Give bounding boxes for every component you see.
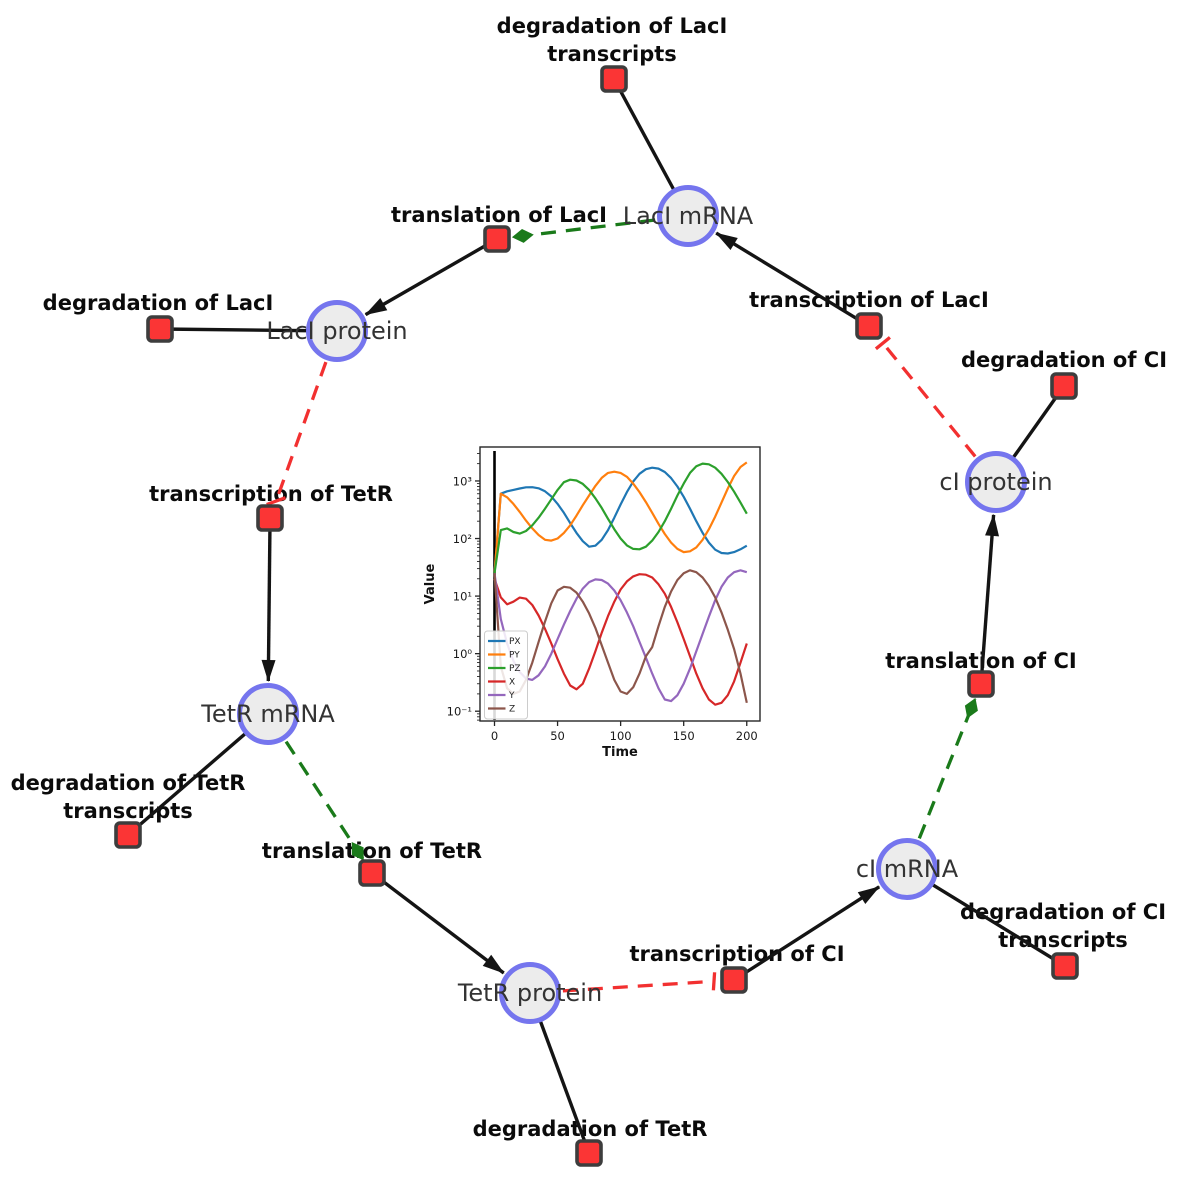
- label-translation-laci: translation of LacI: [391, 203, 607, 227]
- species-labels: LacI mRNA LacI protein TetR mRNA TetR pr…: [200, 202, 1052, 1007]
- reaction-node-transcription-laci: [855, 312, 883, 340]
- chart-y-label: Value: [423, 563, 438, 604]
- label-laci-mrna: LacI mRNA: [623, 202, 754, 230]
- edge-transcription-ci-to-ci-mrna: [743, 885, 881, 975]
- tbar-transcription-laci: [874, 336, 891, 351]
- chart-legend-label-PX: PX: [509, 637, 521, 647]
- edge-tetr-protein-represses-transcription-ci: [562, 979, 715, 993]
- chart-x-tick-label: 150: [673, 729, 695, 743]
- species-node-laci-mrna: [657, 185, 719, 247]
- chart-line-PY: [493, 461, 748, 574]
- chart-legend-label-X: X: [509, 678, 515, 688]
- tbar-transcription-ci: [711, 972, 717, 991]
- label-tetr-protein: TetR protein: [457, 979, 602, 1007]
- label-degradation-laci-transcripts-1: degradation of LacI: [497, 14, 728, 38]
- chart-y-tick-label: 10¹: [453, 590, 472, 604]
- label-degradation-tetr-transcripts-2: transcripts: [63, 799, 193, 823]
- reaction-node-degradation-laci: [146, 315, 174, 343]
- chart-y-tick-label: 10³: [453, 474, 473, 488]
- edge-laci-protein-represses-transcription-tetr: [274, 361, 328, 502]
- reaction-node-degradation-ci: [1050, 372, 1078, 400]
- species-node-ci-mrna: [876, 838, 938, 900]
- chart-line-X: [493, 573, 748, 706]
- species-node-ci-protein: [965, 451, 1027, 513]
- label-transcription-ci: transcription of CI: [629, 942, 844, 966]
- label-transcription-laci: transcription of LacI: [749, 288, 989, 312]
- reaction-labels: degradation of LacI transcripts translat…: [11, 14, 1167, 1141]
- chart-legend-box: [484, 630, 528, 720]
- chart-line-Z: [493, 569, 748, 704]
- tbar-transcription-tetr: [266, 496, 287, 507]
- chart-legend-label-PY: PY: [509, 651, 520, 661]
- chart-legend-label-Z: Z: [509, 705, 515, 715]
- label-degradation-laci: degradation of LacI: [43, 291, 274, 315]
- reaction-node-degradation-tetr: [575, 1139, 603, 1167]
- chart-x-label: Time: [602, 745, 638, 760]
- label-translation-tetr: translation of TetR: [262, 839, 482, 863]
- inset-chart: 10³ 10² 10¹ 10⁰ 10⁻¹ 0 50 100 150 200 Time Value PX P…: [423, 446, 761, 760]
- nodes: [114, 65, 1079, 1167]
- reaction-node-transcription-tetr: [256, 504, 284, 532]
- reaction-node-degradation-tetr-transcripts: [114, 821, 142, 849]
- species-node-tetr-protein: [499, 962, 561, 1024]
- chart-x-tick-label: 0: [491, 729, 498, 743]
- edge-translation-ci-to-ci-protein: [980, 513, 1000, 672]
- label-ci-protein: cI protein: [939, 468, 1052, 496]
- label-degradation-ci-transcripts-1: degradation of CI: [960, 900, 1166, 924]
- chart-x-tick-label: 200: [736, 729, 758, 743]
- chart-y-tick-label: 10⁻¹: [447, 705, 472, 719]
- reaction-node-translation-tetr: [358, 859, 386, 887]
- label-degradation-tetr: degradation of TetR: [473, 1117, 708, 1141]
- edge-transcription-laci-to-laci-mrna: [715, 231, 859, 321]
- edge-translation-laci-to-laci-protein: [364, 244, 487, 317]
- edges: [126, 78, 1066, 1154]
- chart-line-PX: [493, 466, 748, 574]
- reaction-node-degradation-ci-transcripts: [1051, 952, 1079, 980]
- label-laci-protein: LacI protein: [266, 317, 407, 345]
- label-ci-mrna: cI mRNA: [856, 855, 959, 883]
- label-tetr-mrna: TetR mRNA: [200, 700, 335, 728]
- chart-line-PZ: [493, 462, 748, 574]
- reaction-node-degradation-laci-transcripts: [600, 65, 628, 93]
- label-degradation-ci-transcripts-2: transcripts: [998, 928, 1128, 952]
- reaction-node-translation-ci: [967, 670, 995, 698]
- edge-ci-mrna-activates-translation: [917, 697, 978, 840]
- chart-line-Y: [493, 569, 748, 703]
- edge-translation-tetr-to-tetr-protein: [381, 879, 505, 975]
- label-degradation-ci: degradation of CI: [961, 348, 1167, 372]
- reaction-node-transcription-ci: [720, 966, 748, 994]
- chart-y-tick-label: 10⁰: [453, 647, 473, 661]
- species-node-tetr-mrna: [237, 683, 299, 745]
- chart-x-tick-label: 100: [610, 729, 632, 743]
- chart-x-tick-label: 50: [550, 729, 565, 743]
- chart-legend-label-PZ: PZ: [509, 664, 521, 674]
- chart-y-tick-label: 10²: [453, 532, 472, 546]
- label-degradation-tetr-transcripts-1: degradation of TetR: [11, 771, 246, 795]
- label-degradation-laci-transcripts-2: transcripts: [547, 42, 677, 66]
- chart-legend-label-Y: Y: [508, 691, 515, 701]
- species-node-laci-protein: [306, 300, 368, 362]
- reaction-node-translation-laci: [483, 225, 511, 253]
- edge-transcription-tetr-to-tetr-mrna: [261, 530, 276, 682]
